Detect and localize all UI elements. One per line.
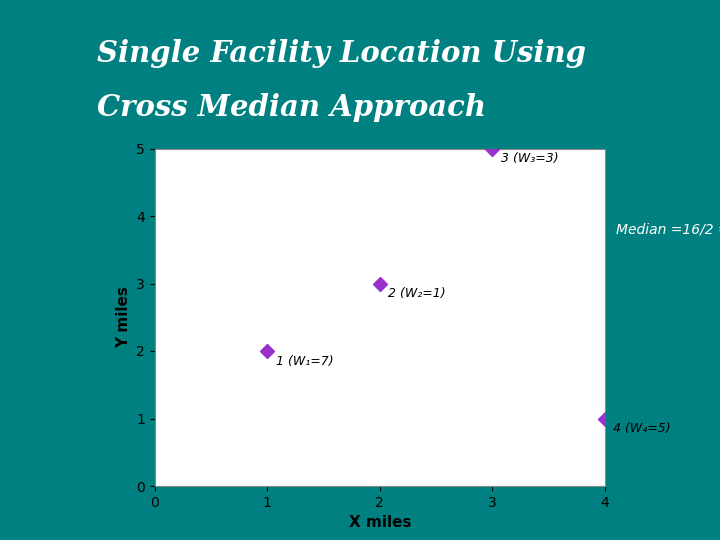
Text: Median =16/2 =8: Median =16/2 =8 — [616, 222, 720, 237]
Text: 1 (W₁=7): 1 (W₁=7) — [276, 355, 333, 368]
Text: 4 (W₄=5): 4 (W₄=5) — [613, 422, 671, 435]
Text: Cross Median Approach: Cross Median Approach — [97, 93, 486, 123]
Text: 2 (W₂=1): 2 (W₂=1) — [388, 287, 446, 300]
Y-axis label: Y miles: Y miles — [116, 286, 130, 348]
Text: Single Facility Location Using: Single Facility Location Using — [97, 39, 586, 69]
Text: 3 (W₃=3): 3 (W₃=3) — [500, 152, 558, 165]
X-axis label: X miles: X miles — [348, 515, 411, 530]
